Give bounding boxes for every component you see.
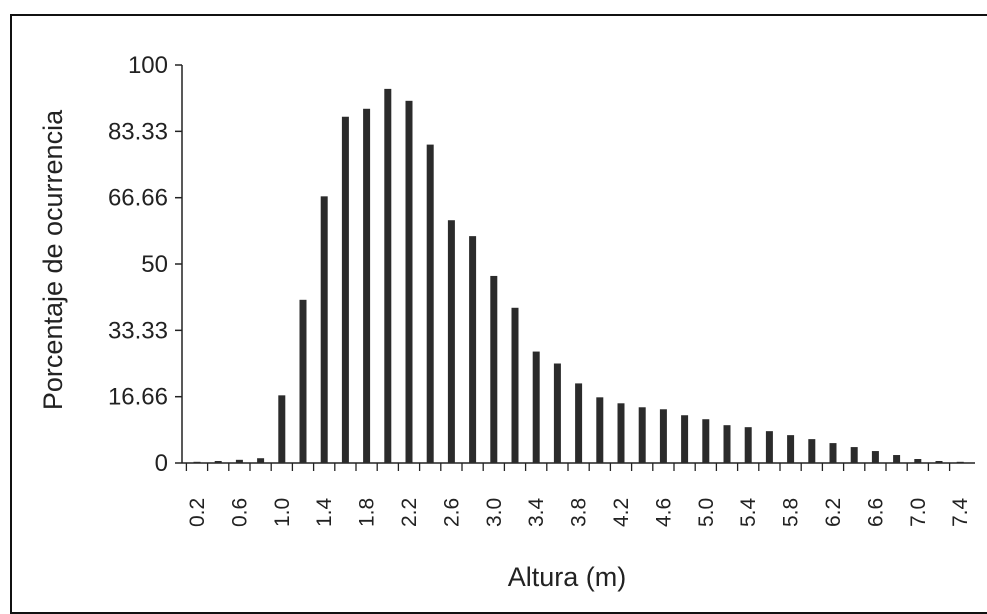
chart-frame — [10, 14, 987, 614]
x-tick-label: 6.2 — [822, 498, 845, 527]
bar-5.0 — [702, 419, 710, 463]
bar-3.2 — [511, 307, 519, 463]
x-tick-label: 7.0 — [907, 498, 930, 527]
bar-2.4 — [426, 144, 434, 463]
bar-4.8 — [681, 415, 689, 463]
x-tick-label: 4.2 — [610, 498, 633, 527]
x-tick-label: 4.6 — [652, 498, 675, 527]
y-axis-title: Porcentaje de ocurrencia — [38, 109, 68, 410]
bar-1.8 — [363, 108, 371, 463]
bar-1.0 — [278, 395, 286, 463]
bar-5.2 — [723, 425, 731, 463]
bar-4.6 — [659, 409, 667, 463]
bar-6.6 — [871, 451, 879, 463]
chart-bars — [193, 88, 964, 464]
bar-2.2 — [405, 100, 413, 463]
x-tick-label: 2.6 — [440, 498, 463, 527]
bar-6.2 — [829, 443, 837, 463]
bar-3.0 — [490, 275, 498, 463]
y-tick-label: 33.33 — [108, 317, 168, 344]
x-axis-title: Altura (m) — [508, 562, 627, 592]
y-tick-label: 0 — [155, 450, 168, 477]
bar-1.2 — [299, 299, 307, 463]
bar-0.4 — [214, 461, 222, 463]
bar-chart: 0 16.66 33.33 50 66.66 83.33 100 0.2 0.6 1.0 1.4 1… — [38, 52, 975, 592]
y-tick-label: 16.66 — [108, 384, 168, 411]
x-tick-label: 0.2 — [186, 498, 209, 527]
x-tick-label: 1.0 — [271, 498, 294, 527]
bar-6.4 — [850, 447, 858, 463]
bar-0.6 — [235, 459, 243, 463]
y-tick-label: 66.66 — [108, 185, 168, 212]
x-tick-label: 2.2 — [398, 498, 421, 527]
bar-7.2 — [935, 461, 943, 463]
bar-1.4 — [320, 196, 328, 463]
bar-3.8 — [575, 383, 583, 463]
x-tick-label: 0.6 — [228, 498, 251, 527]
y-tick-label: 50 — [141, 251, 168, 278]
x-tick-label: 3.4 — [525, 497, 548, 527]
y-axis-ticks: 0 16.66 33.33 50 66.66 83.33 100 — [108, 52, 182, 477]
bar-0.2 — [193, 461, 201, 463]
x-tick-label: 6.6 — [864, 498, 887, 527]
x-tick-label: 1.4 — [313, 497, 336, 527]
x-tick-label: 5.4 — [737, 497, 760, 527]
x-tick-label: 3.0 — [483, 498, 506, 527]
x-tick-label: 5.8 — [780, 498, 803, 527]
x-tick-label: 7.4 — [949, 497, 972, 527]
bar-1.6 — [341, 116, 349, 464]
bar-7.0 — [914, 459, 922, 463]
bar-4.2 — [617, 403, 625, 463]
bar-6.0 — [808, 439, 816, 463]
y-tick-label: 100 — [128, 52, 168, 79]
x-tick-label: 3.8 — [568, 498, 591, 527]
bar-4.0 — [596, 397, 604, 463]
bar-0.8 — [257, 458, 265, 463]
bar-5.6 — [765, 431, 773, 463]
bar-3.6 — [553, 363, 561, 463]
bar-2.8 — [469, 236, 477, 463]
x-tick-label: 5.0 — [695, 498, 718, 527]
bar-7.4 — [956, 461, 964, 463]
bar-2.6 — [447, 220, 455, 463]
x-tick-label: 1.8 — [356, 498, 379, 527]
x-axis-ticks: 0.2 0.6 1.0 1.4 1.8 2.2 2.6 3.0 3.4 3.8 4.2 4.6 5.0 5… — [185, 463, 972, 527]
bar-4.4 — [638, 407, 646, 463]
bar-6.8 — [893, 455, 901, 463]
y-tick-label: 83.33 — [108, 118, 168, 145]
bar-5.4 — [744, 427, 752, 463]
bar-5.8 — [787, 435, 795, 463]
bar-2.0 — [384, 88, 392, 463]
bar-3.4 — [532, 351, 540, 463]
